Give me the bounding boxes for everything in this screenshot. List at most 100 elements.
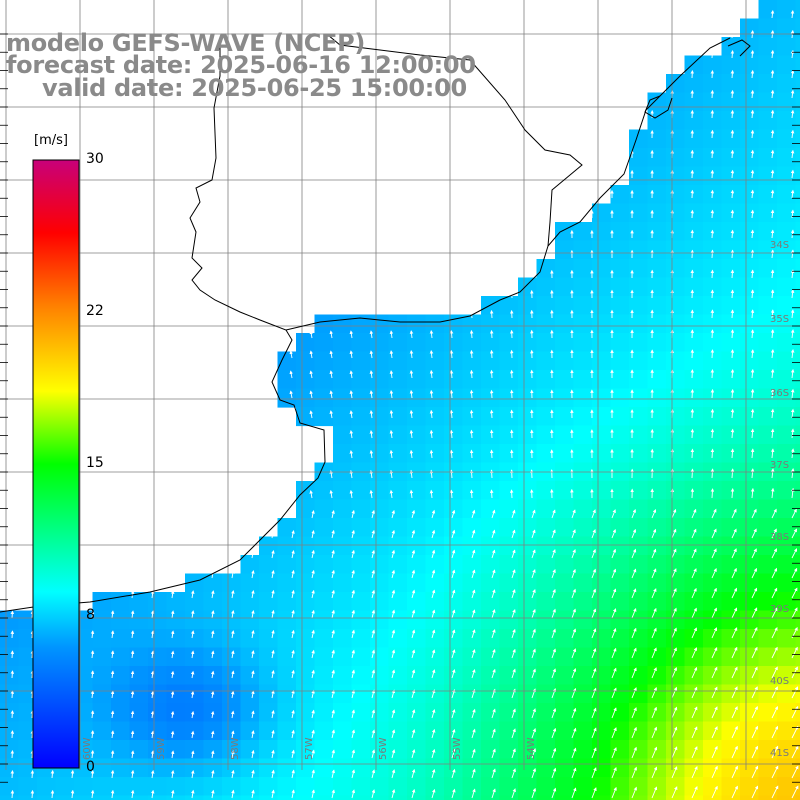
wind-cell (703, 703, 723, 723)
wind-arrow (391, 569, 396, 579)
wind-arrow (671, 706, 678, 719)
wind-cell (777, 92, 797, 112)
wind-arrow (730, 448, 735, 459)
wind-cell (277, 592, 297, 612)
wind-arrow (190, 710, 195, 719)
wind-arrow (531, 787, 537, 799)
wind-cell (499, 388, 519, 408)
wind-cell (444, 592, 464, 612)
wind-cell (684, 740, 704, 760)
wind-cell (518, 481, 538, 501)
wind-cell (333, 758, 353, 778)
wind-cell (333, 425, 353, 445)
wind-arrow (251, 550, 255, 559)
wind-arrow (251, 710, 255, 719)
wind-cell (777, 185, 797, 205)
wind-cell (314, 370, 334, 390)
wind-cell (185, 777, 205, 797)
wind-arrow (770, 10, 775, 19)
wind-arrow (449, 369, 454, 379)
wind-arrow (451, 529, 456, 539)
wind-arrow (231, 590, 235, 599)
wind-cell (425, 499, 445, 519)
wind-arrow (551, 648, 556, 659)
wind-cell (777, 499, 797, 519)
wind-cell (481, 370, 501, 390)
wind-cell (684, 573, 704, 593)
wind-arrow (790, 10, 795, 19)
wind-cell (740, 555, 760, 575)
wind-arrow (710, 70, 715, 79)
wind-arrow (730, 89, 735, 99)
wind-arrow (790, 329, 795, 339)
wind-cell (0, 758, 20, 778)
lat-label-39s: 39S (770, 604, 790, 615)
wind-cell (444, 777, 464, 797)
wind-cell (555, 425, 575, 445)
wind-arrow (311, 669, 315, 679)
wind-arrow (631, 548, 637, 559)
wind-arrow (591, 548, 596, 559)
wind-cell (499, 703, 519, 723)
wind-arrow (351, 609, 355, 619)
wind-cell (407, 518, 427, 538)
wind-cell (370, 795, 390, 800)
wind-arrow (511, 708, 516, 719)
wind-cell (777, 758, 797, 778)
wind-arrow (551, 707, 557, 719)
wind-arrow (70, 789, 75, 799)
wind-arrow (671, 647, 677, 659)
wind-arrow (371, 649, 376, 659)
wind-cell (647, 795, 667, 800)
wind-cell (370, 351, 390, 371)
wind-cell (684, 481, 704, 501)
wind-arrow (469, 369, 474, 379)
wind-arrow (491, 529, 496, 539)
wind-cell (481, 629, 501, 649)
wind-arrow (731, 508, 737, 519)
wind-arrow (591, 767, 597, 779)
wind-cell (388, 407, 408, 427)
wind-arrow (471, 589, 476, 599)
wind-cell (388, 684, 408, 704)
wind-cell (740, 740, 760, 760)
wind-cell (555, 314, 575, 334)
wind-arrow (251, 749, 255, 759)
wind-arrow (750, 109, 755, 119)
wind-arrow (571, 747, 577, 759)
wind-arrow (771, 587, 778, 599)
wind-arrow (271, 749, 275, 759)
wind-cell (647, 277, 667, 297)
wind-cell (795, 795, 800, 800)
lat-label-38s: 38S (770, 532, 790, 543)
wind-arrow (271, 629, 275, 639)
wind-cell (166, 795, 186, 800)
wind-arrow (291, 769, 295, 779)
wind-arrow (369, 489, 374, 499)
wind-cell (795, 703, 800, 723)
wind-cell (333, 647, 353, 667)
wind-cell (425, 592, 445, 612)
wind-cell (666, 333, 686, 353)
wind-arrow (10, 610, 15, 619)
wind-arrow (331, 510, 335, 519)
wind-arrow (711, 745, 718, 759)
wind-cell (592, 222, 612, 242)
wind-cell (758, 573, 778, 593)
wind-cell (758, 185, 778, 205)
wind-arrow (130, 690, 135, 699)
wind-cell (111, 610, 131, 630)
wind-arrow (690, 408, 695, 419)
wind-arrow (770, 408, 775, 419)
wind-cell (629, 740, 649, 760)
wind-arrow (731, 765, 738, 779)
wind-cell (407, 444, 427, 464)
wind-arrow (691, 647, 698, 659)
wind-cell (666, 351, 686, 371)
wind-arrow (331, 729, 336, 739)
wind-cell (388, 351, 408, 371)
wind-arrow (531, 628, 536, 639)
wind-cell (777, 203, 797, 223)
wind-arrow (431, 669, 436, 679)
wind-arrow (411, 609, 416, 619)
